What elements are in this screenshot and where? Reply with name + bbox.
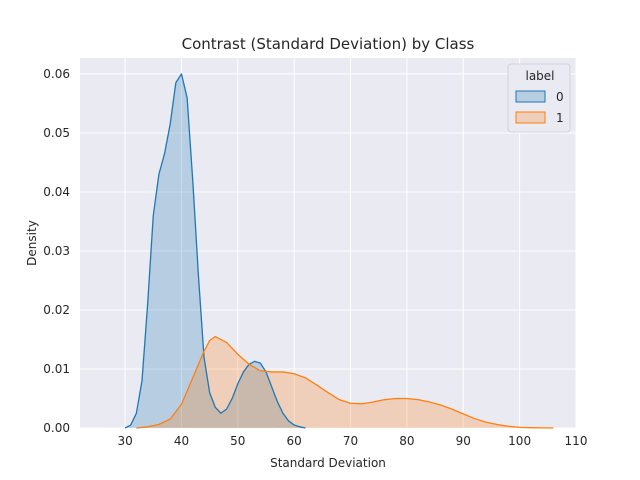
x-tick-label-0: 30 [117,434,132,448]
series-area-0 [125,73,306,429]
chart-title: Contrast (Standard Deviation) by Class [182,35,475,53]
series-line-1 [136,335,554,429]
y-tick-label-0: 0.00 [43,421,70,435]
series-area-1 [136,336,554,428]
legend-label-0: 0 [556,90,564,104]
series-layer [124,73,554,429]
y-axis: 0.00 0.01 0.02 0.03 0.04 0.05 0.06 [43,67,70,435]
y-axis-label: Density [25,220,39,266]
x-tick-label-6: 90 [456,434,471,448]
x-axis: 30 40 50 60 70 80 90 100 110 [117,434,587,448]
legend: label 0 1 [507,63,571,133]
y-tick-label-3: 0.03 [43,244,70,258]
x-tick-label-5: 80 [399,434,414,448]
legend-swatch-0 [515,90,546,103]
legend-box [507,63,571,133]
x-tick-label-8: 110 [565,434,588,448]
x-tick-label-4: 70 [343,434,358,448]
y-tick-label-2: 0.02 [43,303,70,317]
legend-swatch-1 [515,111,546,124]
x-tick-label-3: 60 [287,434,302,448]
series-line-0 [124,73,306,429]
x-tick-label-7: 100 [508,434,531,448]
y-tick-label-1: 0.01 [43,362,70,376]
legend-title: label [525,69,554,83]
y-tick-label-4: 0.04 [43,185,70,199]
y-tick-label-5: 0.05 [43,126,70,140]
legend-label-1: 1 [556,111,564,125]
y-tick-label-6: 0.06 [43,67,70,81]
x-tick-label-2: 50 [230,434,245,448]
plot-background [80,58,576,428]
x-axis-label: Standard Deviation [270,456,386,470]
x-tick-label-1: 40 [174,434,189,448]
